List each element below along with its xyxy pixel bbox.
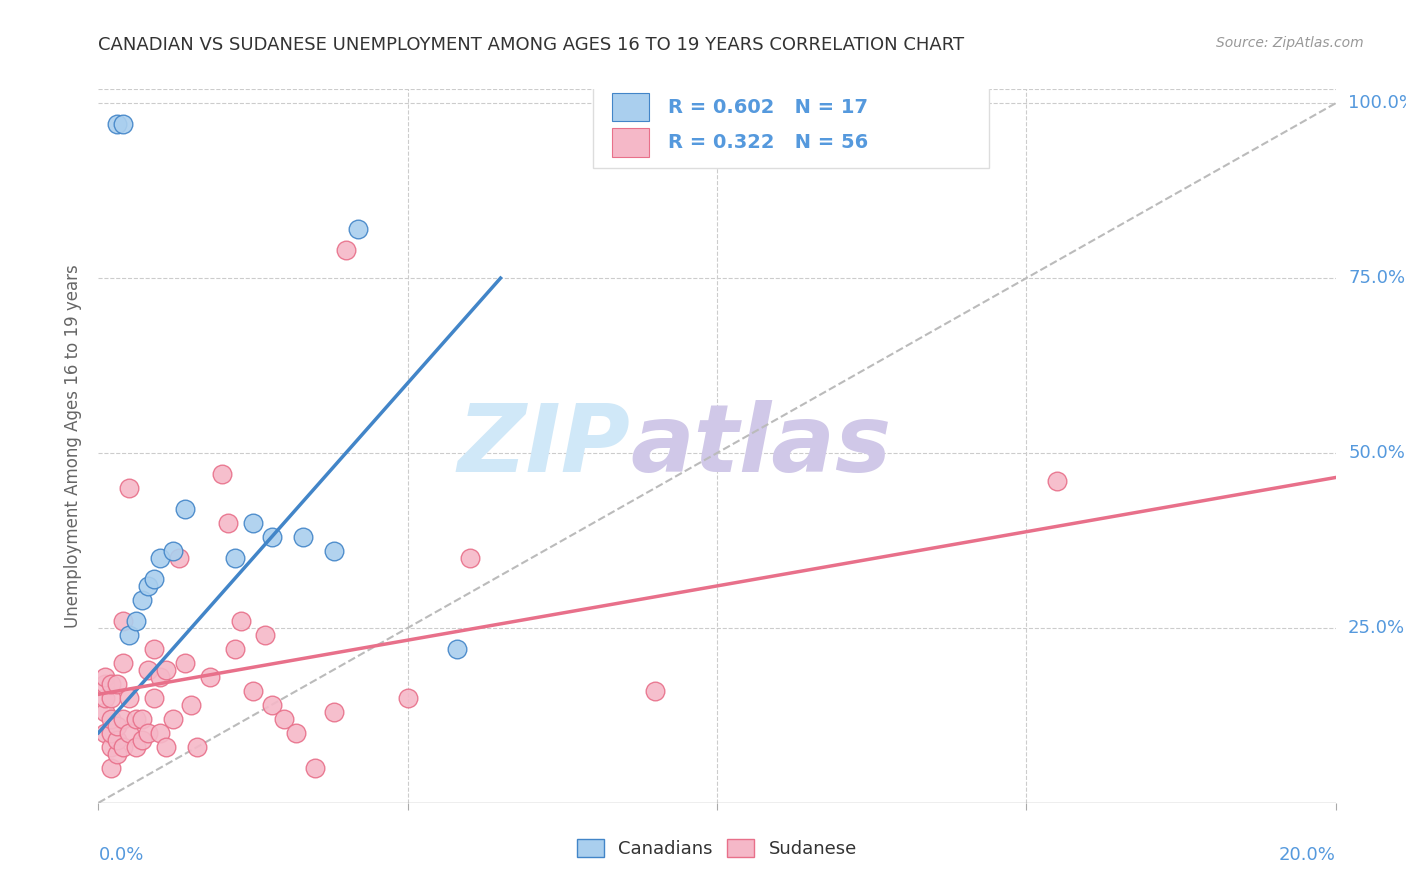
Point xyxy=(291,530,314,544)
Point xyxy=(162,544,184,558)
Point xyxy=(100,726,122,740)
Point xyxy=(112,656,135,670)
Point xyxy=(100,690,122,705)
Point xyxy=(167,550,190,565)
Y-axis label: Unemployment Among Ages 16 to 19 years: Unemployment Among Ages 16 to 19 years xyxy=(65,264,83,628)
Point xyxy=(446,641,468,656)
Point xyxy=(136,726,159,740)
Point xyxy=(211,467,233,481)
Text: CANADIAN VS SUDANESE UNEMPLOYMENT AMONG AGES 16 TO 19 YEARS CORRELATION CHART: CANADIAN VS SUDANESE UNEMPLOYMENT AMONG … xyxy=(98,36,965,54)
Point xyxy=(105,677,128,691)
FancyBboxPatch shape xyxy=(593,82,990,168)
Point xyxy=(143,572,166,586)
Point xyxy=(273,712,295,726)
FancyBboxPatch shape xyxy=(612,128,650,157)
Point xyxy=(105,732,128,747)
Point xyxy=(93,670,115,684)
Point xyxy=(285,726,308,740)
Point xyxy=(224,641,246,656)
Text: 0.0%: 0.0% xyxy=(98,846,143,863)
Point xyxy=(93,726,115,740)
Point xyxy=(136,579,159,593)
Point xyxy=(131,712,153,726)
Point xyxy=(100,712,122,726)
Point xyxy=(186,739,208,754)
Point xyxy=(217,516,239,530)
Point xyxy=(162,712,184,726)
Point xyxy=(105,719,128,733)
Point xyxy=(100,761,122,775)
Point xyxy=(136,663,159,677)
Point xyxy=(118,690,141,705)
Text: Source: ZipAtlas.com: Source: ZipAtlas.com xyxy=(1216,36,1364,50)
Point xyxy=(260,530,283,544)
Text: 25.0%: 25.0% xyxy=(1348,619,1405,637)
Point xyxy=(149,670,172,684)
Point xyxy=(118,726,141,740)
Point xyxy=(155,663,177,677)
Point xyxy=(124,739,146,754)
Point xyxy=(1046,474,1069,488)
Point xyxy=(322,544,344,558)
Point xyxy=(100,677,122,691)
Point xyxy=(174,502,197,516)
Point xyxy=(118,628,141,642)
Point xyxy=(112,614,135,628)
Point xyxy=(124,614,146,628)
Point xyxy=(198,670,221,684)
Point xyxy=(112,712,135,726)
Point xyxy=(105,117,128,131)
Point xyxy=(118,481,141,495)
Text: R = 0.602   N = 17: R = 0.602 N = 17 xyxy=(668,97,868,117)
Point xyxy=(224,550,246,565)
Legend: Canadians, Sudanese: Canadians, Sudanese xyxy=(569,831,865,865)
Text: atlas: atlas xyxy=(630,400,891,492)
FancyBboxPatch shape xyxy=(612,93,650,121)
Point xyxy=(112,739,135,754)
Point xyxy=(112,117,135,131)
Point xyxy=(260,698,283,712)
Point xyxy=(335,243,357,257)
Point xyxy=(322,705,344,719)
Point xyxy=(644,684,666,698)
Point xyxy=(174,656,197,670)
Point xyxy=(242,684,264,698)
Point xyxy=(242,516,264,530)
Text: 50.0%: 50.0% xyxy=(1348,444,1405,462)
Point xyxy=(93,677,115,691)
Point xyxy=(93,705,115,719)
Text: ZIP: ZIP xyxy=(457,400,630,492)
Point xyxy=(131,593,153,607)
Text: R = 0.322   N = 56: R = 0.322 N = 56 xyxy=(668,133,868,153)
Text: 100.0%: 100.0% xyxy=(1348,95,1406,112)
Point xyxy=(149,726,172,740)
Point xyxy=(347,222,370,236)
Point xyxy=(131,732,153,747)
Text: 20.0%: 20.0% xyxy=(1279,846,1336,863)
Point xyxy=(149,550,172,565)
Point xyxy=(143,641,166,656)
Point xyxy=(229,614,252,628)
Point xyxy=(396,690,419,705)
Point xyxy=(254,628,277,642)
Point xyxy=(304,761,326,775)
Point xyxy=(105,747,128,761)
Point xyxy=(93,690,115,705)
Point xyxy=(143,690,166,705)
Point xyxy=(155,739,177,754)
Point xyxy=(458,550,481,565)
Point xyxy=(180,698,202,712)
Point xyxy=(124,712,146,726)
Text: 75.0%: 75.0% xyxy=(1348,269,1405,287)
Point xyxy=(100,739,122,754)
